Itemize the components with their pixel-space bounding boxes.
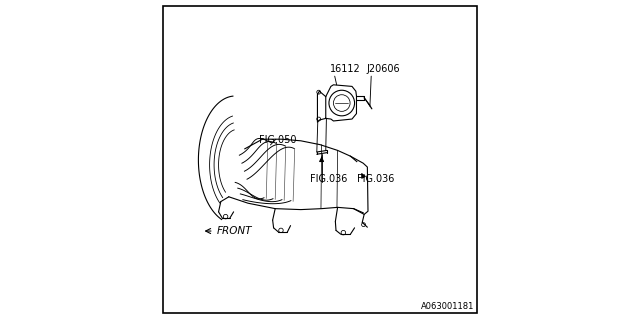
Text: FRONT: FRONT	[216, 226, 252, 236]
Text: FIG.050: FIG.050	[259, 135, 297, 145]
Text: A063001181: A063001181	[421, 302, 474, 311]
Text: 16112: 16112	[330, 64, 360, 74]
Text: J20606: J20606	[366, 64, 400, 74]
Text: FIG.036: FIG.036	[310, 174, 347, 184]
Text: FIG.036: FIG.036	[357, 174, 394, 184]
